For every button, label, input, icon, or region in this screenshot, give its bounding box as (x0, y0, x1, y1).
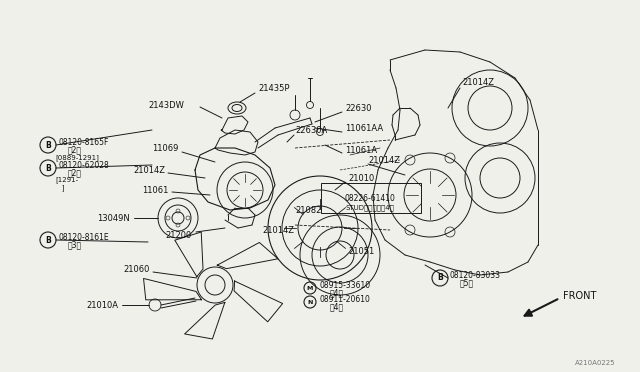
Text: 22630A: 22630A (295, 125, 327, 135)
Text: 21082: 21082 (295, 205, 321, 215)
Text: 11061AA: 11061AA (345, 124, 383, 132)
Text: 21010A: 21010A (86, 301, 118, 310)
Text: B: B (45, 141, 51, 150)
Text: 21014Z: 21014Z (133, 166, 165, 174)
Text: 21060: 21060 (124, 266, 150, 275)
Text: 21014Z: 21014Z (368, 155, 400, 164)
Text: 08911-20610: 08911-20610 (320, 295, 371, 304)
Text: 22630: 22630 (345, 103, 371, 112)
Text: 08120-8161E: 08120-8161E (58, 232, 109, 241)
Text: 21200: 21200 (166, 231, 192, 240)
Text: B: B (45, 164, 51, 173)
Text: 21014Z: 21014Z (462, 77, 494, 87)
Text: 21051: 21051 (348, 247, 374, 257)
Text: B: B (437, 273, 443, 282)
Text: 08120-83033: 08120-83033 (450, 270, 501, 279)
Text: 21010: 21010 (348, 173, 374, 183)
Text: ]: ] (55, 185, 65, 191)
Text: 11061A: 11061A (345, 145, 377, 154)
Text: 08120-8165F: 08120-8165F (58, 138, 108, 147)
Text: [1291-: [1291- (55, 177, 78, 183)
Text: 13049N: 13049N (97, 214, 130, 222)
Text: （4）: （4） (330, 302, 344, 311)
Text: FRONT: FRONT (563, 291, 596, 301)
Text: （3）: （3） (68, 241, 82, 250)
Text: （5）: （5） (460, 279, 474, 288)
Text: 2143DW: 2143DW (148, 100, 184, 109)
Text: STUDスタッド（4）: STUDスタッド（4） (346, 205, 394, 211)
Text: （2）: （2） (68, 145, 82, 154)
Text: 08915-33610: 08915-33610 (320, 280, 371, 289)
Text: M: M (307, 285, 313, 291)
Text: 11069: 11069 (152, 144, 178, 153)
Text: [0889-1291]: [0889-1291] (55, 155, 99, 161)
Text: （2）: （2） (68, 169, 82, 177)
Text: B: B (45, 235, 51, 244)
Text: A210A0225: A210A0225 (575, 360, 615, 366)
Text: N: N (307, 299, 313, 305)
Text: 21435P: 21435P (258, 83, 289, 93)
Text: 08226-61410: 08226-61410 (344, 193, 396, 202)
Text: 11061: 11061 (141, 186, 168, 195)
Text: 08120-62028: 08120-62028 (58, 160, 109, 170)
Text: 21014Z: 21014Z (262, 225, 294, 234)
Text: （4）: （4） (330, 289, 344, 298)
